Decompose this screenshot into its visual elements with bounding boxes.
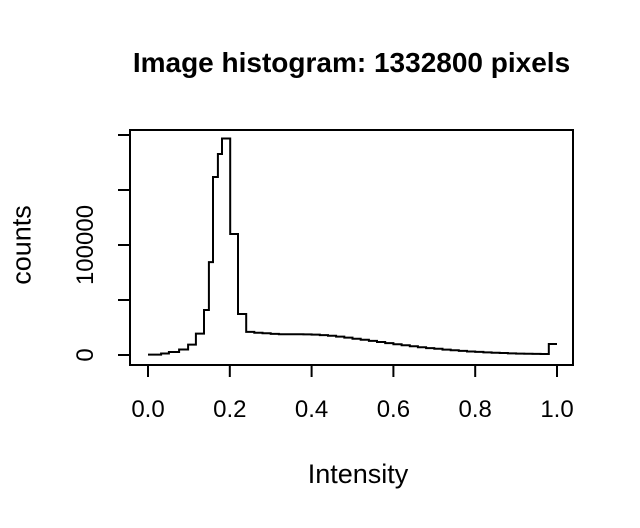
x-axis-label: Intensity — [307, 459, 409, 489]
x-tick-label: 0.6 — [376, 396, 411, 423]
x-tick-label: 0.2 — [213, 396, 247, 423]
y-axis-label: counts — [6, 205, 37, 285]
x-tick-label: 0.8 — [458, 396, 492, 423]
y-tick-label: 100000 — [72, 204, 99, 286]
chart-title: Image histogram: 1332800 pixels — [132, 47, 571, 78]
x-tick-label: 1.0 — [540, 396, 574, 423]
x-tick-label: 0.4 — [294, 396, 329, 423]
plot-box — [129, 129, 574, 366]
y-tick-label: 0 — [72, 348, 99, 362]
x-tick-label: 0.0 — [131, 396, 165, 423]
histogram-step-line — [148, 137, 557, 356]
